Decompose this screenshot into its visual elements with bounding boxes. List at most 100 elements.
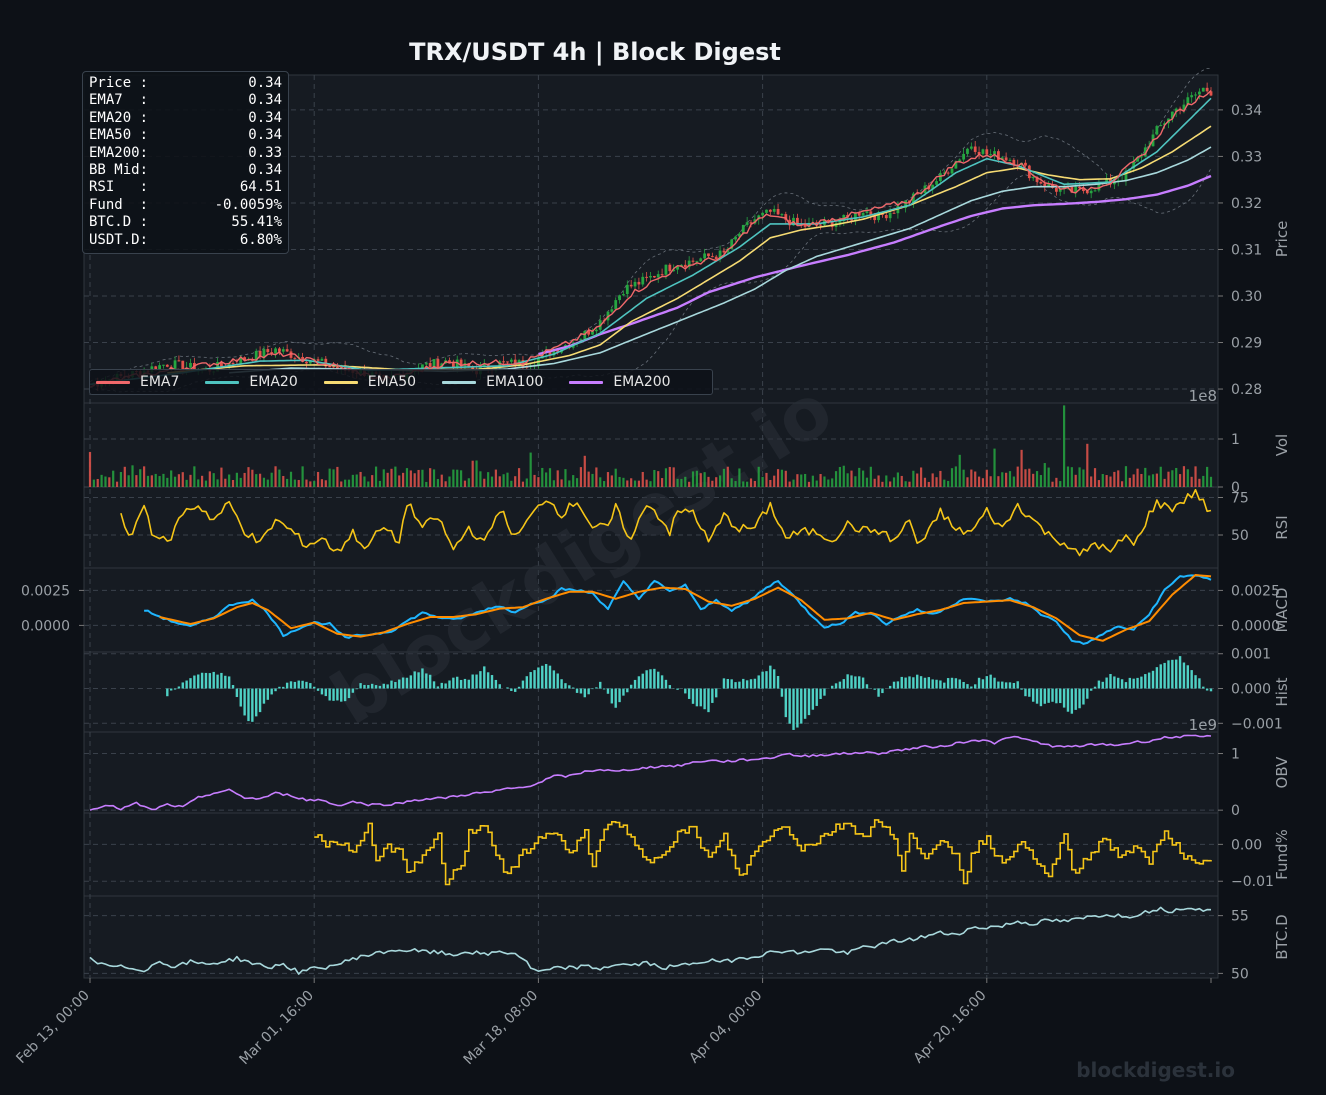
- candle-body: [942, 172, 946, 174]
- volume-bar: [1209, 476, 1213, 487]
- candle-body: [610, 309, 614, 312]
- histogram-bar: [200, 672, 204, 689]
- candle-body: [761, 212, 764, 216]
- candle-body: [1182, 104, 1186, 111]
- histogram-bar: [815, 688, 818, 706]
- histogram-bar: [1043, 688, 1046, 704]
- histogram-bar: [950, 677, 954, 689]
- histogram-bar: [660, 675, 664, 689]
- histogram-bar: [394, 682, 397, 689]
- volume-bar: [664, 468, 668, 487]
- volume-bar: [904, 481, 907, 487]
- volume-bar: [235, 472, 238, 487]
- histogram-bar: [521, 680, 525, 689]
- volume-bar: [757, 466, 760, 487]
- volume-bar: [228, 474, 231, 487]
- candle-body: [328, 366, 332, 368]
- histogram-bar: [1151, 670, 1155, 689]
- volume-bar: [1190, 476, 1193, 487]
- histogram-bar: [749, 679, 753, 689]
- histogram-bar: [506, 687, 509, 689]
- volume-bar: [479, 471, 482, 487]
- candle-body: [989, 154, 993, 156]
- volume-bar: [1175, 467, 1178, 487]
- histogram-bar: [1039, 688, 1043, 707]
- histogram-bar: [618, 688, 621, 703]
- x-tick-label: Mar 18, 08:00: [461, 988, 542, 1069]
- volume-bar: [691, 471, 695, 487]
- candle-body: [316, 359, 320, 361]
- histogram-bar: [185, 680, 188, 689]
- candle-body: [432, 359, 436, 368]
- volume-bar: [769, 479, 772, 487]
- volume-bar: [1124, 466, 1128, 487]
- volume-bar: [367, 481, 370, 487]
- volume-bar: [788, 481, 791, 487]
- candle-body: [911, 193, 915, 203]
- volume-bar: [966, 477, 969, 487]
- volume-bar: [212, 473, 215, 487]
- volume-bar: [189, 474, 192, 487]
- volume-bar: [1016, 466, 1019, 487]
- volume-bar: [773, 475, 776, 487]
- histogram-bar: [734, 682, 737, 689]
- histogram-bar: [923, 677, 927, 689]
- candle-body: [861, 212, 865, 216]
- volume-bar: [220, 467, 223, 487]
- candle-body: [877, 212, 880, 221]
- candle-body: [714, 256, 718, 260]
- volume-bar: [274, 466, 277, 487]
- histogram-bar: [243, 688, 246, 716]
- rsi-y-axis-label: RSI: [1273, 515, 1291, 539]
- volume-bar: [668, 466, 671, 487]
- candle-body: [795, 217, 799, 224]
- volume-bar: [529, 452, 532, 487]
- volume-bar: [1070, 467, 1073, 487]
- histogram-bar: [390, 680, 393, 689]
- candle-body: [695, 261, 699, 263]
- candle-body: [676, 266, 679, 270]
- volume-bar: [579, 467, 583, 487]
- rsi-line: [120, 488, 1212, 557]
- histogram-bar: [850, 675, 853, 689]
- info-row: Fund : -0.0059%: [89, 197, 282, 214]
- candle-body: [853, 212, 857, 221]
- legend-swatch: [569, 380, 604, 384]
- candle-body: [687, 260, 691, 268]
- candle-body: [656, 274, 660, 278]
- volume-bar: [340, 481, 343, 487]
- info-label: BTC.D :: [89, 214, 149, 231]
- histogram-bar: [204, 672, 208, 689]
- volume-bar: [900, 475, 903, 487]
- volume-bar: [100, 474, 103, 487]
- volume-bar: [595, 467, 598, 487]
- volume-bar: [402, 472, 405, 487]
- histogram-bar: [877, 688, 880, 697]
- histogram-bar: [374, 685, 378, 689]
- volume-bar: [139, 469, 142, 487]
- volume-bar: [815, 480, 818, 487]
- histogram-bar: [452, 677, 455, 689]
- candle-body: [258, 350, 262, 357]
- candle-body: [173, 360, 177, 369]
- volume-bar: [1182, 466, 1186, 487]
- volume-bar: [1163, 478, 1166, 487]
- histogram-bar: [1136, 677, 1139, 689]
- histogram-bar: [912, 677, 915, 689]
- volume-bar: [324, 480, 327, 487]
- volume-bar: [827, 479, 830, 487]
- volume-bar: [823, 476, 826, 487]
- volume-bar: [753, 480, 756, 487]
- candle-body: [1070, 186, 1074, 193]
- histogram-bar: [282, 686, 285, 689]
- histogram-bar: [166, 688, 169, 697]
- volume-bar: [954, 466, 957, 487]
- volume-bar: [568, 480, 571, 487]
- volume-bar: [514, 476, 517, 487]
- histogram-bar: [1093, 686, 1097, 689]
- volume-bar: [405, 468, 409, 487]
- candle-body: [1004, 157, 1008, 161]
- candle-body: [1047, 184, 1051, 188]
- candle-body: [254, 350, 258, 361]
- volume-bar: [270, 472, 273, 487]
